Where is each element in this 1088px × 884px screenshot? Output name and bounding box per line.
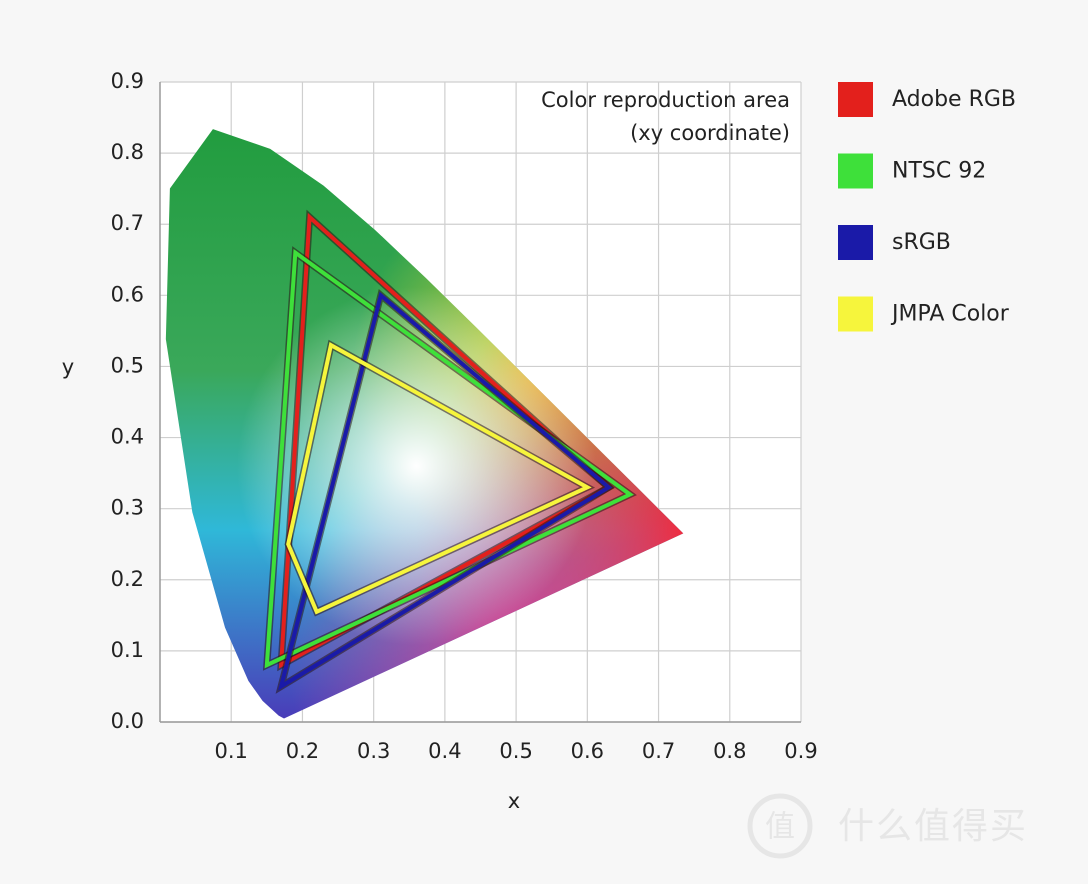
gamut-line <box>264 248 634 669</box>
y-tick-label: 0.0 <box>111 709 144 733</box>
annotation: Color reproduction area <box>541 88 790 112</box>
y-tick-label: 0.3 <box>111 496 144 520</box>
legend-swatch <box>838 153 873 189</box>
legend-swatch <box>838 82 873 117</box>
y-tick-label: 0.8 <box>111 140 144 164</box>
legend-label: sRGB <box>892 230 951 255</box>
legend-label: NTSC 92 <box>892 159 986 184</box>
legend: Adobe RGB NTSC 92 sRGB JMPA Color <box>838 82 1016 332</box>
y-axis-label: y <box>62 355 74 379</box>
gamut-line <box>277 291 613 691</box>
y-tick-label: 0.4 <box>111 425 144 449</box>
legend-label: JMPA Color <box>890 302 1010 327</box>
x-tick-label: 0.5 <box>499 739 532 763</box>
x-tick-label: 0.3 <box>357 739 390 763</box>
gamut-line <box>278 212 613 669</box>
legend-swatch <box>838 296 873 332</box>
y-tick-label: 0.9 <box>111 69 144 93</box>
y-tick-label: 0.7 <box>111 211 144 235</box>
legend-label: Adobe RGB <box>892 87 1016 112</box>
gamut-line <box>286 342 592 615</box>
x-tick-label: 0.7 <box>642 739 675 763</box>
y-tick-label: 0.2 <box>111 567 144 591</box>
x-tick-label: 0.8 <box>713 739 746 763</box>
svg-text:值: 值 <box>765 810 795 845</box>
x-tick-label: 0.4 <box>428 739 461 763</box>
x-axis-label: x <box>508 789 520 813</box>
x-tick-label: 0.2 <box>286 739 319 763</box>
legend-swatch <box>838 225 873 260</box>
annotation: (xy coordinate) <box>630 121 790 145</box>
y-tick-label: 0.1 <box>111 638 144 662</box>
x-tick-label: 0.9 <box>784 739 817 763</box>
y-tick-label: 0.6 <box>111 282 144 306</box>
watermark: 值 什么值得买 <box>747 793 1028 859</box>
x-tick-label: 0.6 <box>571 739 604 763</box>
x-tick-label: 0.1 <box>215 739 248 763</box>
marks <box>262 209 637 694</box>
y-tick-label: 0.5 <box>111 353 144 377</box>
watermark-text: 什么值得买 <box>838 806 1028 847</box>
